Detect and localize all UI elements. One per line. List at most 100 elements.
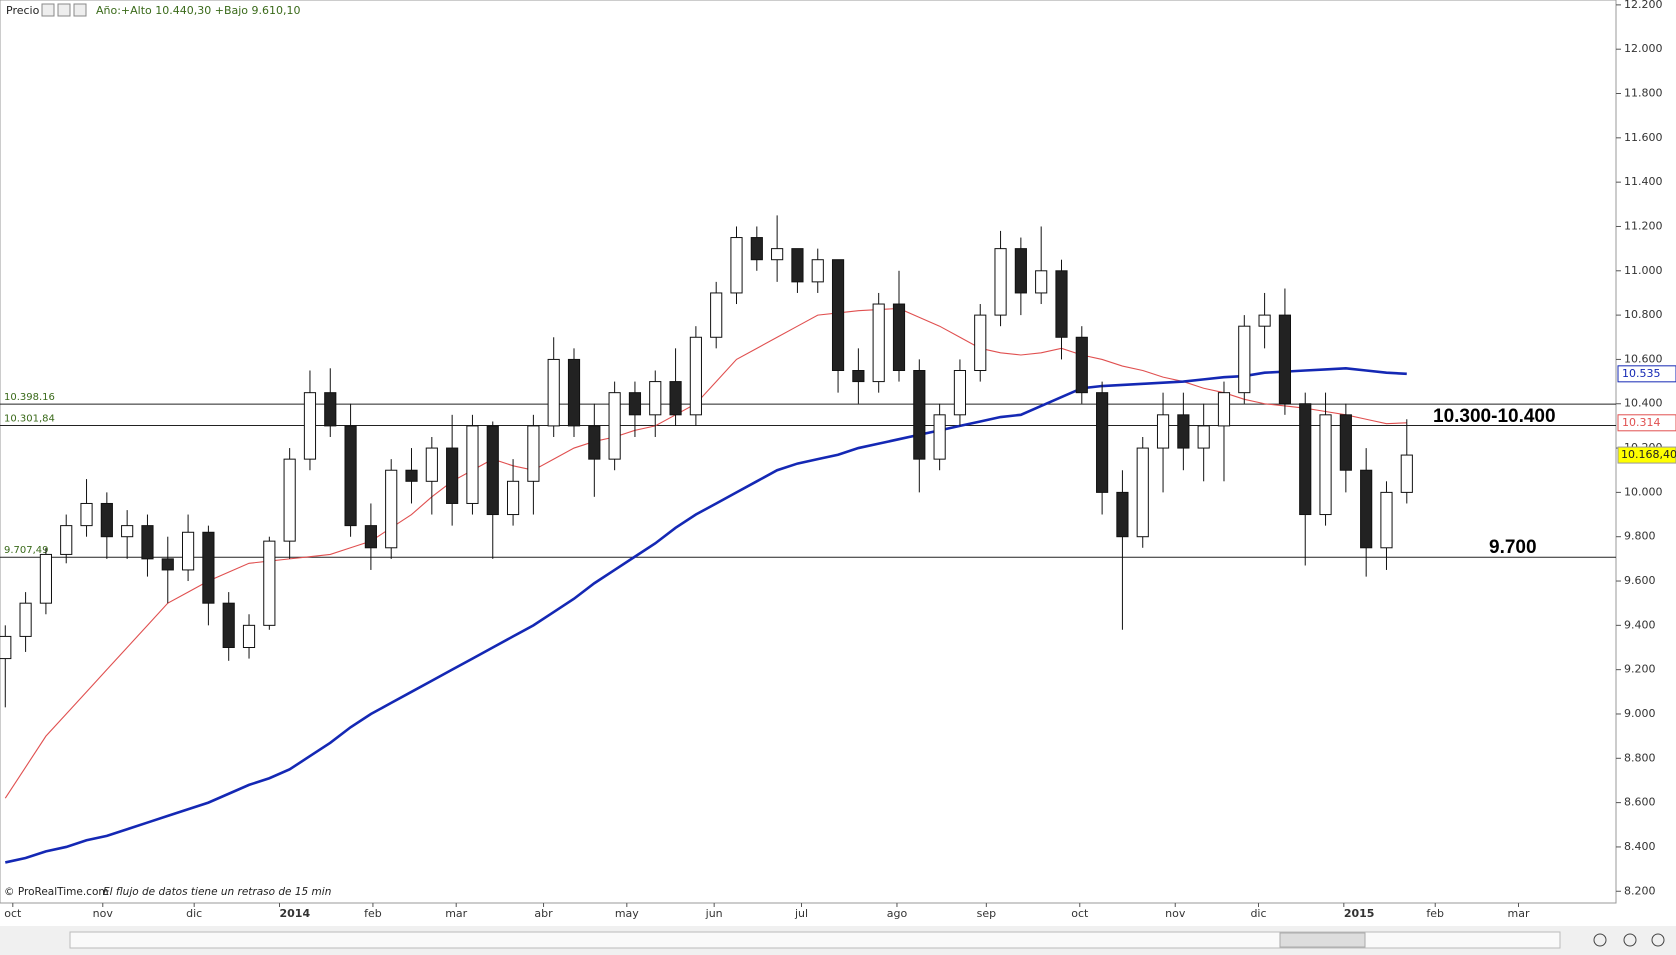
icon[interactable] — [73, 3, 87, 17]
horizontal-line-label: 10.398.16 — [4, 392, 55, 403]
value-tag — [1617, 365, 1676, 383]
candle-body — [1278, 314, 1292, 405]
y-tick-label: 8.600 — [1624, 796, 1656, 809]
candle-body — [852, 370, 865, 383]
y-tick-label: 10.400 — [1624, 397, 1663, 410]
zoom-in[interactable] — [1651, 933, 1665, 947]
candle-body — [425, 447, 438, 482]
candle-body — [1380, 491, 1393, 549]
horizontal-line-label: 9.707,49 — [4, 545, 49, 556]
annotation: 10.300-10.400 — [1433, 406, 1556, 427]
y-tick-label: 10.800 — [1624, 308, 1663, 321]
value-tag-label: 10.314 — [1622, 416, 1661, 429]
settings-icon[interactable] — [41, 3, 55, 17]
candle-body — [1258, 314, 1271, 327]
candle-body — [608, 392, 621, 460]
horizontal-line-label: 10.301,84 — [4, 413, 55, 424]
x-tick-label: nov — [1165, 907, 1186, 920]
y-tick-label: 9.400 — [1624, 618, 1656, 631]
x-tick-label: feb — [364, 907, 382, 920]
candle-body — [547, 358, 560, 427]
x-tick-label: may — [615, 907, 639, 920]
candle-body — [527, 425, 540, 482]
y-tick-label: 10.600 — [1624, 352, 1663, 365]
candle-body — [933, 414, 946, 460]
scroll-thumb[interactable] — [1279, 932, 1366, 948]
moving-average — [5, 366, 1407, 864]
annotation: 9.700 — [1489, 537, 1537, 558]
candle-body — [872, 303, 885, 383]
candle-body — [771, 248, 784, 261]
zoom-out[interactable] — [1593, 933, 1607, 947]
value-tag — [1617, 446, 1676, 464]
candle-body — [1096, 392, 1109, 493]
x-tick-label: dic — [1250, 907, 1266, 920]
candle-body — [303, 392, 317, 460]
y-tick-label: 9.600 — [1624, 574, 1656, 587]
candle-body — [1238, 325, 1251, 394]
candle-body — [710, 292, 723, 338]
candle-body — [202, 531, 215, 604]
candle-body — [689, 336, 702, 416]
candle-body — [60, 525, 73, 555]
y-tick-label: 11.200 — [1624, 219, 1663, 232]
candle-body — [324, 392, 337, 427]
candle-body — [628, 392, 642, 416]
moving-average — [4, 307, 1407, 799]
candle-body — [750, 237, 763, 261]
candle-body — [466, 425, 479, 504]
x-tick-label: 2015 — [1344, 907, 1375, 920]
x-tick-label: mar — [1508, 907, 1530, 920]
footer: © ProRealTime.com — [4, 886, 109, 898]
plot-area — [0, 0, 1617, 904]
candle-body — [364, 525, 377, 549]
x-tick-label: dic — [186, 907, 202, 920]
candle-body — [222, 602, 235, 649]
zoom-reset[interactable] — [1623, 933, 1637, 947]
candle-body — [1136, 447, 1149, 538]
candle-body — [913, 370, 926, 460]
candle-body — [100, 502, 113, 538]
candle-body — [669, 381, 682, 416]
candle-body — [1177, 414, 1190, 449]
candle-body — [486, 425, 499, 516]
y-tick-label: 8.200 — [1624, 884, 1656, 897]
candle-body — [182, 531, 195, 571]
icon[interactable] — [57, 3, 71, 17]
candle-body — [1197, 425, 1210, 449]
candle-body — [446, 447, 459, 504]
candle-body — [121, 525, 134, 538]
candle-body — [506, 480, 520, 516]
x-tick-label: nov — [93, 907, 114, 920]
candle-body — [242, 624, 256, 649]
y-tick-label: 9.000 — [1624, 707, 1656, 720]
candle-body — [974, 314, 987, 372]
candle-body — [811, 259, 824, 283]
candle-body — [1400, 454, 1413, 493]
candle-body — [588, 425, 601, 460]
y-tick-label: 8.400 — [1624, 840, 1656, 853]
candle-body — [1217, 392, 1231, 427]
y-tick-label: 9.800 — [1624, 530, 1656, 543]
x-tick-label: mar — [445, 907, 467, 920]
candle-body — [80, 502, 93, 527]
y-tick-label: 9.200 — [1624, 663, 1656, 676]
candle-body — [791, 248, 804, 283]
candle-body — [405, 469, 418, 482]
y-tick-label: 11.400 — [1624, 175, 1663, 188]
footer-note: El flujo de datos tiene un retraso de 15… — [103, 886, 331, 898]
candle-body — [1299, 403, 1312, 516]
scrollbar[interactable] — [69, 931, 1561, 949]
candle-body — [385, 469, 398, 549]
subtitle: Año:+Alto 10.440,30 +Bajo 9.610,10 — [96, 4, 301, 17]
candle-body — [263, 540, 276, 626]
value-tag-label: 10.168,40 — [1621, 448, 1676, 461]
value-tag-label: 10.535 — [1622, 367, 1661, 380]
candle-body — [19, 602, 32, 637]
y-tick-label: 10.000 — [1624, 485, 1663, 498]
candle-body — [953, 370, 967, 416]
candle-body — [1014, 248, 1027, 294]
x-tick-label: abr — [534, 907, 553, 920]
candle-body — [730, 237, 743, 294]
